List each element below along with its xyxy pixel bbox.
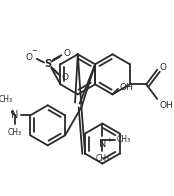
Text: N: N — [99, 139, 106, 149]
Text: O: O — [61, 73, 68, 82]
Text: CH₃: CH₃ — [8, 128, 22, 137]
Text: CH₃: CH₃ — [95, 154, 109, 162]
Text: S: S — [44, 59, 51, 69]
Text: CH₃: CH₃ — [117, 135, 131, 144]
Text: N: N — [11, 110, 18, 120]
Text: O: O — [159, 64, 166, 73]
Text: OH: OH — [120, 83, 133, 92]
Text: O: O — [63, 49, 70, 58]
Text: CH₃: CH₃ — [0, 95, 13, 104]
Text: +: + — [106, 137, 112, 143]
Text: −: − — [31, 48, 37, 54]
Text: O: O — [25, 53, 32, 62]
Text: OH: OH — [159, 101, 173, 110]
